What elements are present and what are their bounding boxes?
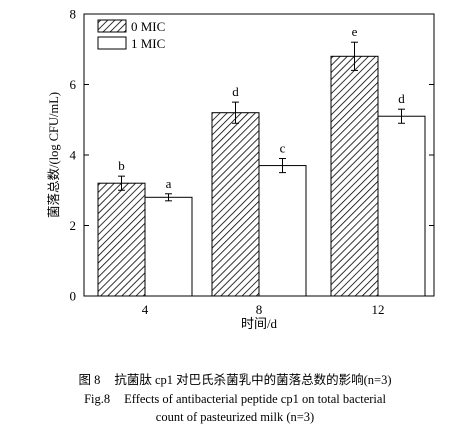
significance-letter: c (280, 141, 286, 156)
significance-letter: b (118, 158, 125, 173)
caption-cn-text: 抗菌肽 cp1 对巴氏杀菌乳中的菌落总数的影响(n=3) (114, 373, 392, 387)
plot-frame (83, 13, 435, 297)
legend-swatch (97, 19, 127, 33)
caption-english-line1: Fig.8 Effects of antibacterial peptide cp… (0, 391, 470, 408)
y-tick-label: 0 (70, 289, 77, 304)
significance-letter: a (166, 176, 172, 191)
caption-en-text-1: Effects of antibacterial peptide cp1 on … (124, 392, 386, 406)
y-tick-label: 2 (70, 218, 77, 233)
legend-swatch (97, 36, 127, 50)
bar-mic0 (97, 182, 146, 297)
caption-cn-number: 图 8 (78, 373, 101, 387)
caption-chinese: 图 8 抗菌肽 cp1 对巴氏杀菌乳中的菌落总数的影响(n=3) (0, 372, 470, 389)
bar-mic1 (144, 196, 193, 297)
legend-label: 1 MIC (131, 36, 165, 51)
x-tick-label: 8 (256, 302, 263, 317)
y-axis-label: 菌落总数/(log CFU/mL) (46, 92, 61, 218)
x-axis-label: 时间/d (241, 316, 278, 331)
y-tick-label: 6 (70, 77, 77, 92)
bar-mic0 (211, 112, 260, 297)
x-tick-label: 4 (142, 302, 149, 317)
y-tick-label: 4 (70, 148, 77, 163)
bar-mic0 (330, 55, 379, 297)
significance-letter: d (398, 91, 405, 106)
legend-label: 0 MIC (131, 19, 165, 34)
significance-letter: e (352, 24, 358, 39)
y-tick-label: 8 (70, 7, 77, 22)
significance-letter: d (232, 84, 239, 99)
caption-en-number: Fig.8 (84, 392, 111, 406)
x-tick-label: 12 (372, 302, 385, 317)
bar-mic1 (377, 115, 426, 297)
bar-mic1 (258, 165, 307, 297)
caption-english-line2: count of pasteurized milk (n=3) (155, 410, 315, 424)
legend: 0 MIC 1 MIC (97, 19, 165, 51)
bar-chart: 0 2 4 6 8 4 8 12 b d e a c d 0 MIC 1 MIC 时间/d 菌落总数/(lo… (46, 7, 435, 331)
